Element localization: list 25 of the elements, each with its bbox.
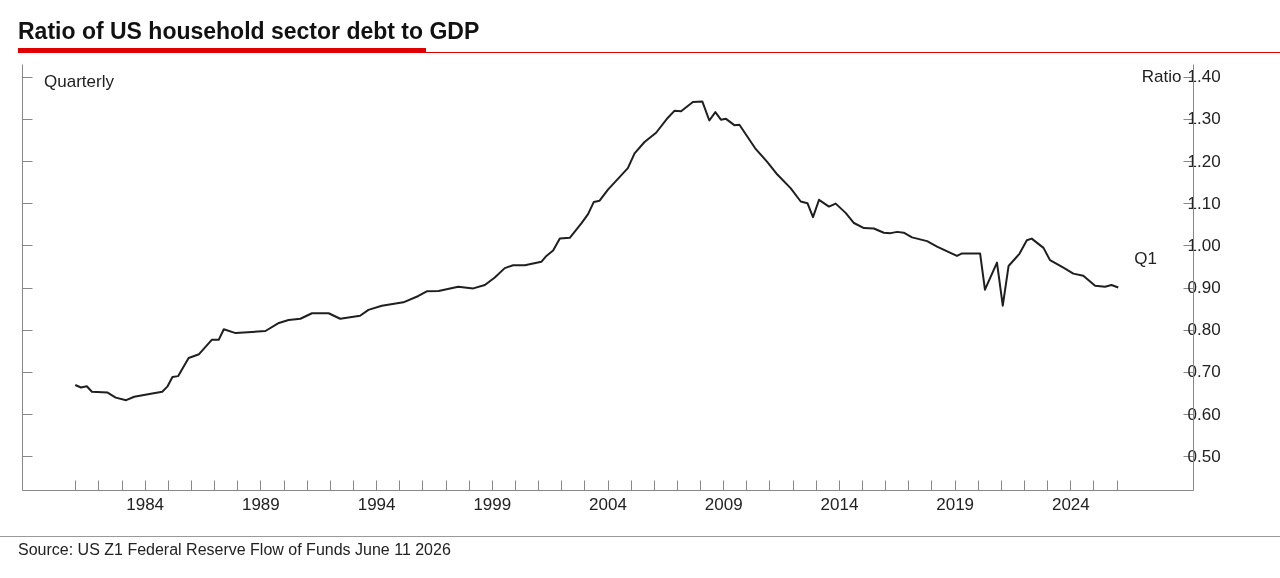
annotation: Q1 xyxy=(1134,248,1157,268)
y-axis-title: Ratio xyxy=(1141,66,1182,86)
source-note: Source: US Z1 Federal Reserve Flow of Funds June 11 2026 xyxy=(18,541,451,559)
x-tick-label: 2019 xyxy=(936,494,975,514)
line-series xyxy=(74,100,1120,402)
x-tick-label: 2004 xyxy=(589,494,627,514)
x-tick-label: 1984 xyxy=(126,494,165,514)
x-tick-label: 1999 xyxy=(473,494,512,514)
y-tick-label: 0.50 xyxy=(1187,446,1221,466)
y-tick-label: 0.70 xyxy=(1187,362,1221,382)
x-tick-label: 1994 xyxy=(357,494,396,514)
x-tick-label: 1989 xyxy=(241,494,280,514)
y-tick-label: 0.90 xyxy=(1187,278,1221,298)
y-tick-label: 0.60 xyxy=(1187,404,1221,424)
x-tick-label: 2014 xyxy=(820,494,859,514)
y-tick-label: 1.40 xyxy=(1187,67,1221,87)
y-tick-label: 0.80 xyxy=(1187,320,1221,340)
y-tick-label: 1.20 xyxy=(1187,151,1221,171)
y-tick-label: 1.10 xyxy=(1187,193,1221,213)
x-tick-label: 2009 xyxy=(704,494,743,514)
annotation: Quarterly xyxy=(44,72,115,91)
chart-title: Ratio of US household sector debt to GDP xyxy=(18,18,480,45)
y-tick-label: 1.00 xyxy=(1187,235,1221,255)
y-tick-label: 1.30 xyxy=(1187,109,1221,129)
x-tick-label: 2024 xyxy=(1051,494,1090,514)
